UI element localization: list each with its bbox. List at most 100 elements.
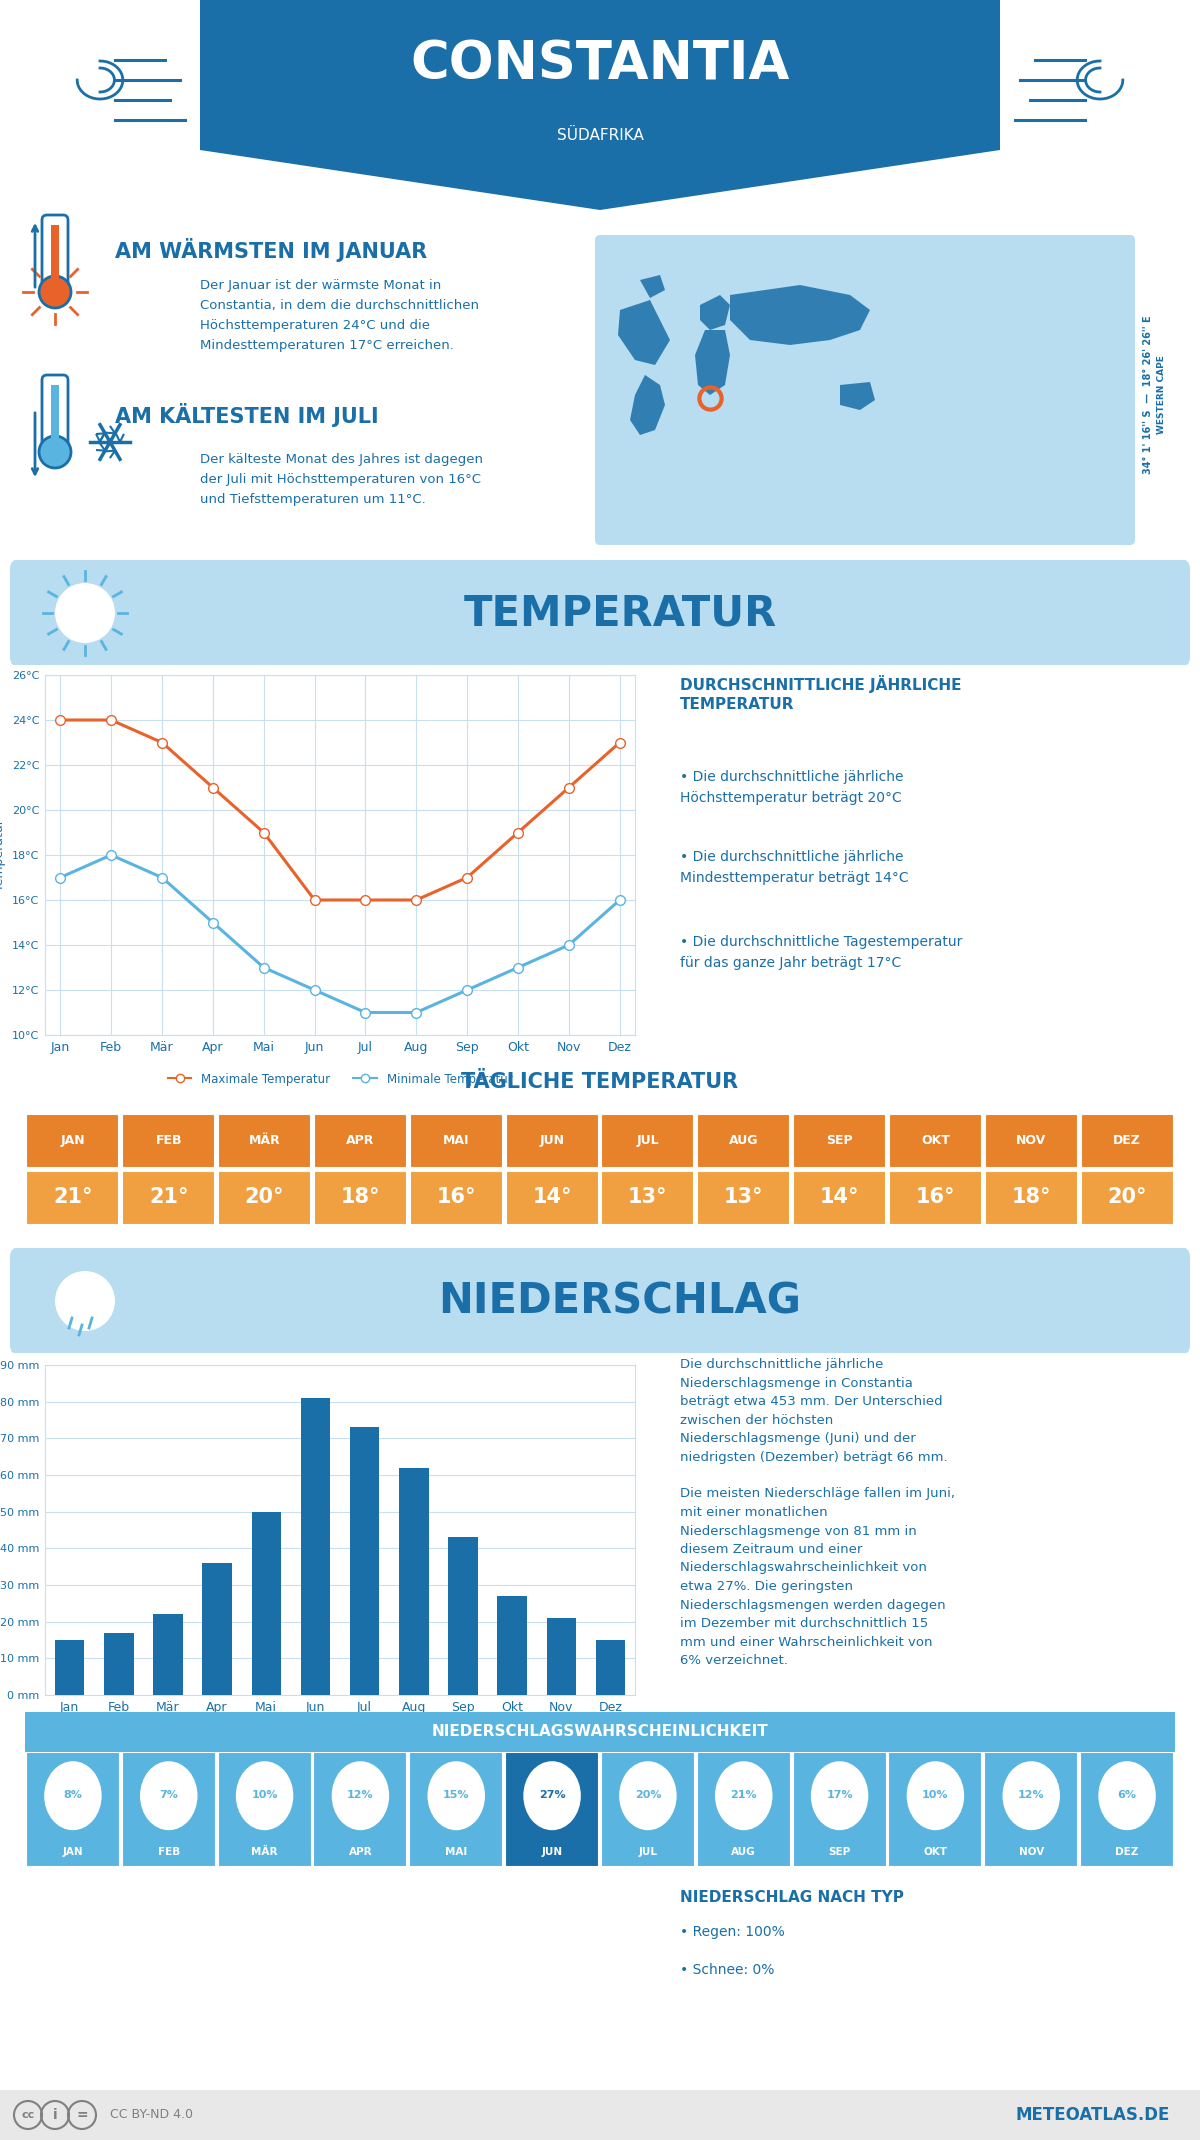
Legend: Niederschlagssumme: Niederschlagssumme xyxy=(256,1712,425,1736)
Text: 14°: 14° xyxy=(533,1188,572,1207)
FancyBboxPatch shape xyxy=(314,1171,407,1224)
FancyBboxPatch shape xyxy=(409,1171,503,1224)
Bar xyxy=(448,1537,478,1695)
Text: DEZ: DEZ xyxy=(1114,1134,1141,1147)
FancyBboxPatch shape xyxy=(889,1171,982,1224)
FancyBboxPatch shape xyxy=(122,1171,215,1224)
Text: 20°: 20° xyxy=(1108,1188,1147,1207)
Text: CC BY-ND 4.0: CC BY-ND 4.0 xyxy=(110,2108,193,2121)
Text: 7%: 7% xyxy=(160,1789,178,1800)
Polygon shape xyxy=(630,374,665,434)
Bar xyxy=(497,1596,527,1695)
Text: JAN: JAN xyxy=(62,1847,83,1858)
Bar xyxy=(252,1511,281,1695)
Bar xyxy=(350,1427,379,1695)
Text: TEMPERATUR: TEMPERATUR xyxy=(463,593,776,633)
FancyBboxPatch shape xyxy=(10,1248,1190,1355)
Circle shape xyxy=(811,1761,869,1830)
Text: AUG: AUG xyxy=(730,1134,758,1147)
FancyBboxPatch shape xyxy=(26,1171,119,1224)
Text: APR: APR xyxy=(349,1847,372,1858)
FancyBboxPatch shape xyxy=(409,1753,503,1866)
Text: • Regen: 100%: • Regen: 100% xyxy=(680,1926,785,1939)
Text: NIEDERSCHLAG NACH TYP: NIEDERSCHLAG NACH TYP xyxy=(680,1890,904,1905)
Bar xyxy=(595,1639,625,1695)
Text: 20%: 20% xyxy=(635,1789,661,1800)
Text: SÜDAFRIKA: SÜDAFRIKA xyxy=(557,128,643,143)
Text: NIEDERSCHLAGSWAHRSCHEINLICHKEIT: NIEDERSCHLAGSWAHRSCHEINLICHKEIT xyxy=(432,1725,768,1740)
Text: MÄR: MÄR xyxy=(251,1847,278,1858)
Text: 12%: 12% xyxy=(1018,1789,1044,1800)
Bar xyxy=(154,1614,182,1695)
Bar xyxy=(398,1468,428,1695)
Text: Die durchschnittliche jährliche
Niederschlagsmenge in Constantia
beträgt etwa 45: Die durchschnittliche jährliche Niedersc… xyxy=(680,1359,955,1667)
FancyBboxPatch shape xyxy=(1081,1115,1174,1168)
FancyBboxPatch shape xyxy=(985,1115,1078,1168)
Text: APR: APR xyxy=(347,1134,374,1147)
Circle shape xyxy=(55,1271,115,1331)
FancyBboxPatch shape xyxy=(217,1753,312,1866)
Circle shape xyxy=(38,437,71,469)
FancyBboxPatch shape xyxy=(505,1753,599,1866)
Bar xyxy=(104,1633,133,1695)
Text: i: i xyxy=(53,2108,58,2123)
Text: • Die durchschnittliche jährliche
Höchsttemperatur beträgt 20°C: • Die durchschnittliche jährliche Höchst… xyxy=(680,770,904,805)
Text: 21°: 21° xyxy=(149,1188,188,1207)
Text: MAI: MAI xyxy=(445,1847,467,1858)
FancyBboxPatch shape xyxy=(50,225,59,280)
FancyBboxPatch shape xyxy=(1081,1171,1174,1224)
Text: WESTERN CAPE: WESTERN CAPE xyxy=(1158,355,1166,434)
Text: JAN: JAN xyxy=(61,1134,85,1147)
Text: 15%: 15% xyxy=(443,1789,469,1800)
Circle shape xyxy=(715,1761,773,1830)
Y-axis label: Temperatur: Temperatur xyxy=(0,820,6,890)
Text: CONSTANTIA: CONSTANTIA xyxy=(410,39,790,92)
Text: • Die durchschnittliche Tagestemperatur
für das ganze Jahr beträgt 17°C: • Die durchschnittliche Tagestemperatur … xyxy=(680,935,962,969)
Text: 18°: 18° xyxy=(341,1188,380,1207)
FancyBboxPatch shape xyxy=(889,1115,982,1168)
FancyBboxPatch shape xyxy=(697,1753,791,1866)
Bar xyxy=(55,1639,84,1695)
Text: 16°: 16° xyxy=(916,1188,955,1207)
Text: =: = xyxy=(76,2108,88,2123)
Text: 17%: 17% xyxy=(827,1789,853,1800)
Circle shape xyxy=(236,1761,293,1830)
Polygon shape xyxy=(700,295,730,330)
Text: OKT: OKT xyxy=(924,1847,948,1858)
Text: NIEDERSCHLAG: NIEDERSCHLAG xyxy=(438,1280,802,1323)
FancyBboxPatch shape xyxy=(697,1171,791,1224)
Text: 21%: 21% xyxy=(731,1789,757,1800)
Text: NOV: NOV xyxy=(1016,1134,1046,1147)
Circle shape xyxy=(1002,1761,1060,1830)
Circle shape xyxy=(331,1761,389,1830)
Polygon shape xyxy=(695,330,730,396)
Legend: Maximale Temperatur, Minimale Temperatur: Maximale Temperatur, Minimale Temperatur xyxy=(163,1068,517,1089)
FancyBboxPatch shape xyxy=(697,1115,791,1168)
Circle shape xyxy=(1098,1761,1156,1830)
Circle shape xyxy=(907,1761,964,1830)
Text: METEOATLAS.DE: METEOATLAS.DE xyxy=(1015,2106,1170,2125)
FancyBboxPatch shape xyxy=(601,1753,695,1866)
FancyBboxPatch shape xyxy=(313,1753,407,1866)
Text: • Schnee: 0%: • Schnee: 0% xyxy=(680,1962,774,1977)
Text: TÄGLICHE TEMPERATUR: TÄGLICHE TEMPERATUR xyxy=(462,1072,738,1091)
Text: MÄR: MÄR xyxy=(248,1134,281,1147)
FancyBboxPatch shape xyxy=(0,2091,1200,2140)
FancyBboxPatch shape xyxy=(218,1171,311,1224)
FancyBboxPatch shape xyxy=(793,1171,886,1224)
Text: cc: cc xyxy=(22,2110,35,2121)
Circle shape xyxy=(38,276,71,308)
Bar xyxy=(301,1397,330,1695)
FancyBboxPatch shape xyxy=(505,1115,599,1168)
Text: 16°: 16° xyxy=(437,1188,476,1207)
Polygon shape xyxy=(730,285,870,345)
Text: Der Januar ist der wärmste Monat in
Constantia, in dem die durchschnittlichen
Hö: Der Januar ist der wärmste Monat in Cons… xyxy=(200,278,479,351)
Text: OKT: OKT xyxy=(920,1134,950,1147)
Text: 13°: 13° xyxy=(724,1188,763,1207)
Polygon shape xyxy=(840,383,875,411)
Bar xyxy=(203,1562,232,1695)
Text: NOV: NOV xyxy=(1019,1847,1044,1858)
FancyBboxPatch shape xyxy=(793,1753,887,1866)
Text: 20°: 20° xyxy=(245,1188,284,1207)
Text: SEP: SEP xyxy=(828,1847,851,1858)
